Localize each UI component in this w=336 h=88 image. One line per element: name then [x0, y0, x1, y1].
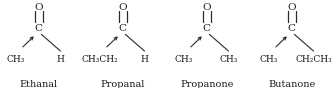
- Text: H: H: [56, 55, 65, 64]
- Text: CH₃: CH₃: [260, 55, 278, 64]
- Text: CH₃CH₂: CH₃CH₂: [81, 55, 118, 64]
- Text: Propanal: Propanal: [100, 80, 145, 88]
- Text: H: H: [140, 55, 149, 64]
- Text: O: O: [34, 3, 43, 12]
- Text: C: C: [35, 24, 43, 33]
- Text: CH₃: CH₃: [175, 55, 193, 64]
- Text: C: C: [119, 24, 127, 33]
- Text: CH₃: CH₃: [7, 55, 25, 64]
- Text: C: C: [288, 24, 296, 33]
- Text: CH₂CH₃: CH₂CH₃: [295, 55, 332, 64]
- Text: Ethanal: Ethanal: [19, 80, 58, 88]
- Text: O: O: [287, 3, 296, 12]
- Text: C: C: [203, 24, 211, 33]
- Text: Butanone: Butanone: [268, 80, 315, 88]
- Text: Propanone: Propanone: [180, 80, 233, 88]
- Text: CH₃: CH₃: [219, 55, 238, 64]
- Text: O: O: [118, 3, 127, 12]
- Text: O: O: [202, 3, 211, 12]
